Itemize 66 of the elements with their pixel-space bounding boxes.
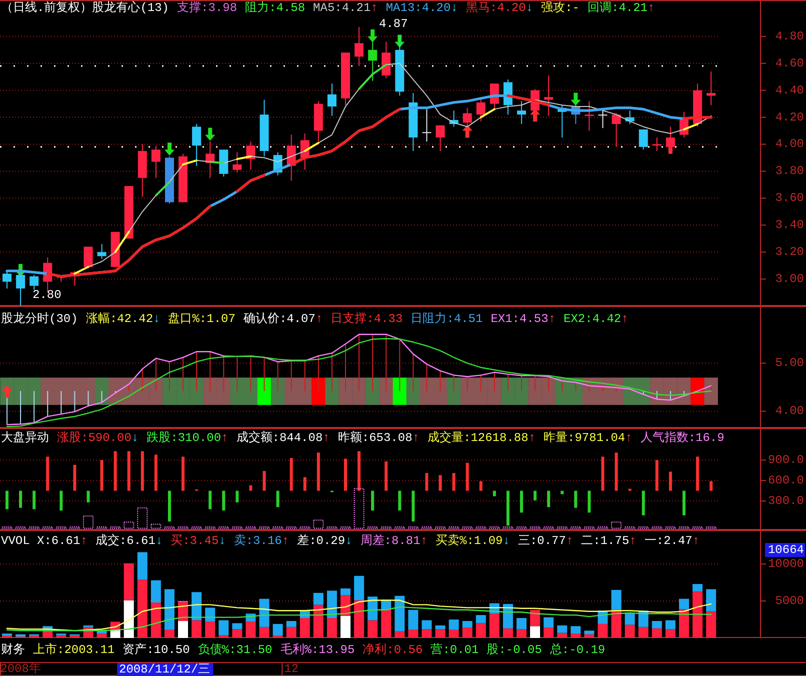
y-tick-label: 4.60 <box>775 56 804 70</box>
annotation: 成交额:844.08↑ <box>236 430 330 445</box>
y-tick-label: 3.00 <box>775 272 804 286</box>
annotation: 差:0.29↓ <box>297 534 352 548</box>
annotation: 成交:6.61↓ <box>95 533 163 548</box>
x-axis-title: 2008/11/12/三 <box>119 662 210 676</box>
annotation: EX1:4.53↑ <box>490 312 556 326</box>
annotation: 一:2.47↑ <box>644 534 700 548</box>
annotation: 确认价:4.07↑ <box>242 312 323 326</box>
y-tick-label: 3.60 <box>775 191 804 206</box>
annotation: 周差:8.81↑ <box>360 534 428 548</box>
y-tick-label: 4.40 <box>775 83 804 98</box>
annotation: EX2:4.42↑ <box>564 312 628 326</box>
chart-title: （日线.前复权）股龙有心(13) <box>1 0 170 15</box>
annotation: 跌股:310.00↑ <box>146 431 228 445</box>
annotation: 成交量:12618.88↑ <box>428 430 536 445</box>
text: 股:-0.05 <box>486 643 542 657</box>
y-tick-label: 3.80 <box>775 164 804 178</box>
text: 财务 <box>1 643 25 657</box>
annotation: 回调:4.21↑ <box>588 1 655 15</box>
annotation: 日支撑:4.33 <box>330 312 403 326</box>
y-tick-label: 300.0 <box>768 494 804 508</box>
chart-title: VVOL X:6.61↑ <box>1 534 88 548</box>
y-tick-label: 4.00 <box>775 404 804 418</box>
y-tick-label: 5000 <box>775 594 804 608</box>
y-tick-label: 3.20 <box>775 245 804 260</box>
y-tick-label: 4.20 <box>775 110 804 124</box>
text: 股龙分时(30) <box>1 312 78 326</box>
y-tick-label: 4.00 <box>775 137 804 152</box>
x-tick-label: 12 <box>284 662 299 676</box>
text: 资产:10.50 <box>122 642 190 657</box>
annotation: 涨幅:42.42↓ <box>86 312 160 326</box>
annotation: 卖:3.16↑ <box>234 534 290 548</box>
chart-title: 大盘异动 <box>1 431 49 445</box>
annotation: 强攻:- <box>541 1 580 15</box>
annotation: 2.80 <box>32 288 62 302</box>
annotation: 买卖%:1.09↓ <box>436 534 510 548</box>
x-tick-label: 2008年 <box>0 662 41 676</box>
annotation: 人气指数:16.9 <box>640 431 724 445</box>
text: 毛利%:13.95 <box>280 642 355 657</box>
annotation: 三:0.77↑ <box>518 534 574 548</box>
annotation: 日阻力:4.51 <box>410 312 483 326</box>
y-tick-label: 4.80 <box>775 29 804 44</box>
text: 负债%:31.50 <box>198 643 272 657</box>
y-tick-label: 900.0 <box>768 453 804 468</box>
annotation: 昨额:653.08↑ <box>338 430 420 445</box>
y-tick-label: 600.0 <box>768 474 804 488</box>
y-tick-label: 10000 <box>768 557 804 572</box>
text: 净利:0.56 <box>362 643 423 657</box>
annotation: 阻力:4.58 <box>245 1 306 15</box>
text: 10664 <box>768 543 804 557</box>
annotation: 买:3.45↓ <box>170 534 226 548</box>
text: 上市:2003.11 <box>33 642 115 657</box>
annotation: MA5:4.21↑ <box>313 1 378 15</box>
annotation: 4.87 <box>379 16 408 31</box>
y-tick-label: 3.40 <box>775 218 804 232</box>
annotation: 涨股:590.00↓ <box>57 431 139 445</box>
annotation: 昨量:9781.04↑ <box>544 431 632 445</box>
annotation: 支撑:3.98 <box>177 1 238 15</box>
annotation: MA13:4.20↓ <box>386 1 458 15</box>
annotation: 盘口%:1.07 <box>168 312 236 326</box>
text: 营:0.01 <box>430 643 479 657</box>
annotation: 黑马:4.20↓ <box>466 1 534 15</box>
annotation: 二:1.75↑ <box>581 534 636 548</box>
y-tick-label: 5.00 <box>775 356 804 370</box>
text: 总:-0.19 <box>548 643 606 657</box>
